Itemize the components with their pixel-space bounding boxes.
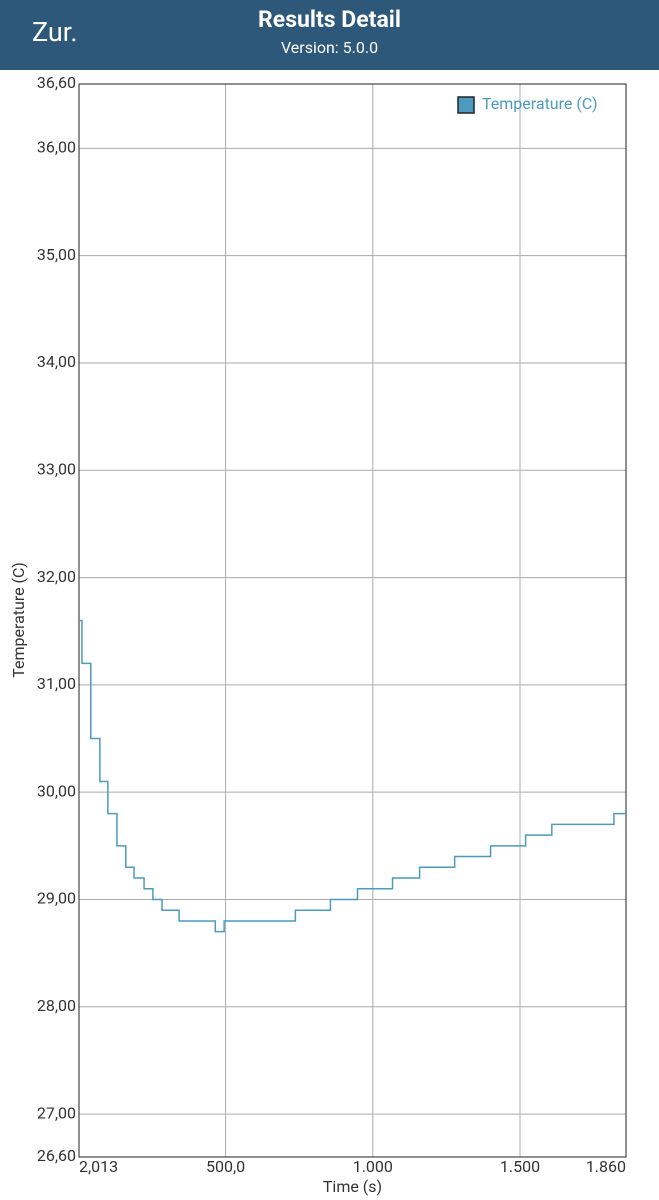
- app-bar: Zur. Results Detail Version: 5.0.0: [0, 0, 659, 70]
- y-tick-label: 36,00: [37, 138, 76, 157]
- y-tick-label: 26,60: [37, 1146, 76, 1165]
- x-tick-label: 1.000: [353, 1157, 393, 1176]
- x-tick-label: 1.860: [586, 1157, 626, 1176]
- y-tick-label: 36,60: [37, 73, 76, 92]
- y-tick-label: 28,00: [37, 996, 76, 1015]
- back-button[interactable]: Zur.: [32, 16, 78, 48]
- legend-label: Temperature (C): [482, 94, 598, 113]
- y-tick-label: 32,00: [37, 567, 76, 586]
- y-tick-label: 31,00: [37, 674, 76, 693]
- y-tick-label: 33,00: [37, 459, 76, 478]
- y-tick-label: 35,00: [37, 245, 76, 264]
- x-tick-label: 1.500: [500, 1157, 540, 1176]
- y-tick-label: 29,00: [37, 889, 76, 908]
- title: Results Detail: [258, 6, 401, 33]
- y-tick-label: 27,00: [37, 1103, 76, 1122]
- y-tick-label: 34,00: [37, 352, 76, 371]
- y-axis-label: Temperature (C): [9, 562, 28, 678]
- subtitle: Version: 5.0.0: [280, 38, 379, 57]
- legend-swatch: [457, 96, 475, 114]
- y-tick-label: 30,00: [37, 781, 76, 800]
- x-tick-label: 2,013: [79, 1157, 118, 1176]
- chart: 26,60 27,00 28,00 29,00 30,00 31,00 32,00 33,00…: [9, 73, 627, 1196]
- temperature-line: [79, 619, 626, 933]
- x-tick-label: 500,0: [206, 1157, 245, 1176]
- plot-border: [78, 83, 627, 1158]
- x-axis-label: Time (s): [323, 1177, 382, 1196]
